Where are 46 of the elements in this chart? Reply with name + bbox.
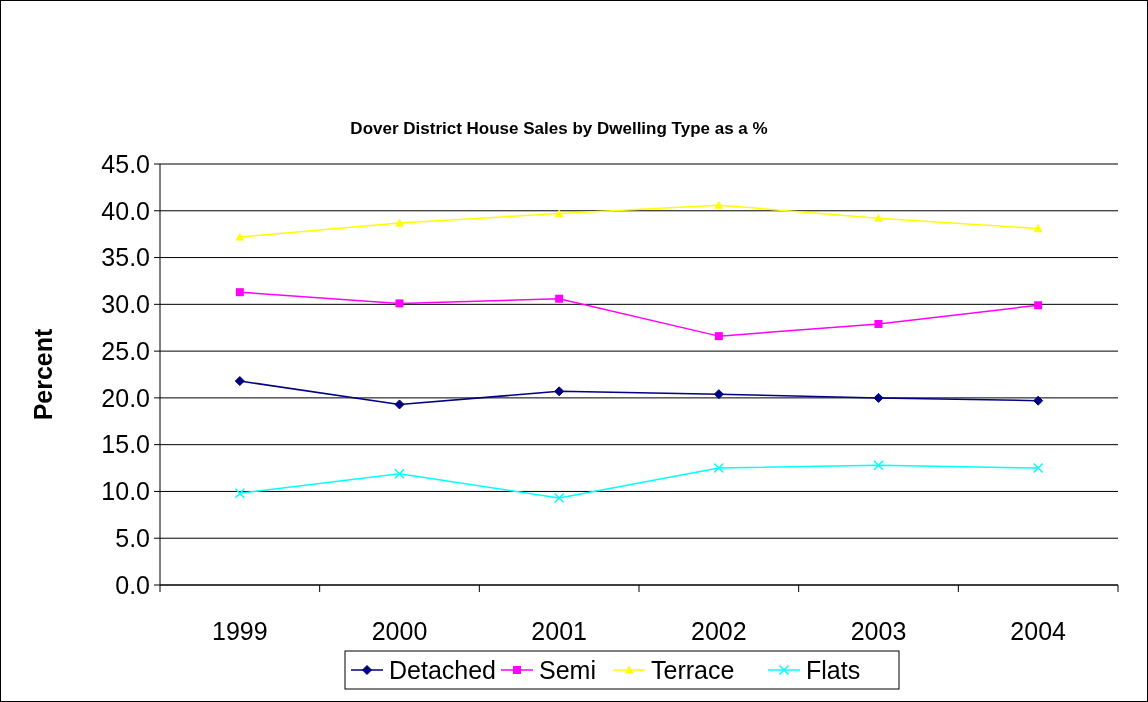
point (234, 376, 245, 387)
point (234, 488, 246, 499)
legend-label: Semi (539, 655, 596, 684)
legend-label: Terrace (651, 655, 735, 684)
point (394, 468, 405, 479)
x-tick-label: 2001 (531, 617, 587, 645)
point (713, 389, 724, 400)
y-tick-label: 0.0 (115, 570, 150, 599)
y-tick-label: 10.0 (101, 477, 150, 506)
x-tick-label: 2003 (850, 617, 907, 645)
point (1033, 395, 1044, 406)
point (235, 288, 244, 297)
point (714, 332, 723, 341)
y-tick-label: 30.0 (101, 290, 150, 319)
chart-title: Dover District House Sales by Dwelling Type as a % (350, 119, 768, 138)
legend-label: Detached (389, 655, 497, 684)
point (1032, 462, 1044, 474)
point (554, 209, 564, 218)
point (1034, 301, 1043, 310)
point (235, 232, 245, 241)
point (395, 218, 404, 227)
legend-label: Flats (806, 655, 861, 684)
x-tick-label: 2000 (371, 617, 428, 645)
x-tick-label: 2002 (691, 617, 747, 645)
point (873, 460, 884, 471)
y-tick-label: 40.0 (101, 196, 150, 225)
point (874, 319, 883, 328)
point (713, 462, 725, 474)
x-tick-label: 2004 (1010, 617, 1067, 645)
y-tick-label: 5.0 (115, 523, 150, 552)
point (874, 213, 883, 222)
x-tick-label: 1999 (212, 617, 268, 645)
point (394, 399, 405, 410)
point (873, 392, 884, 403)
point (395, 299, 404, 308)
y-axis-title: Percent (29, 327, 57, 421)
y-tick-label: 25.0 (101, 336, 150, 365)
point (553, 492, 565, 504)
point (1033, 224, 1043, 233)
point (555, 294, 564, 303)
point (554, 386, 565, 397)
point (714, 200, 724, 209)
y-tick-label: 15.0 (101, 430, 150, 459)
y-tick-label: 45.0 (101, 149, 150, 178)
y-tick-label: 35.0 (101, 243, 150, 272)
y-tick-label: 20.0 (101, 383, 150, 412)
